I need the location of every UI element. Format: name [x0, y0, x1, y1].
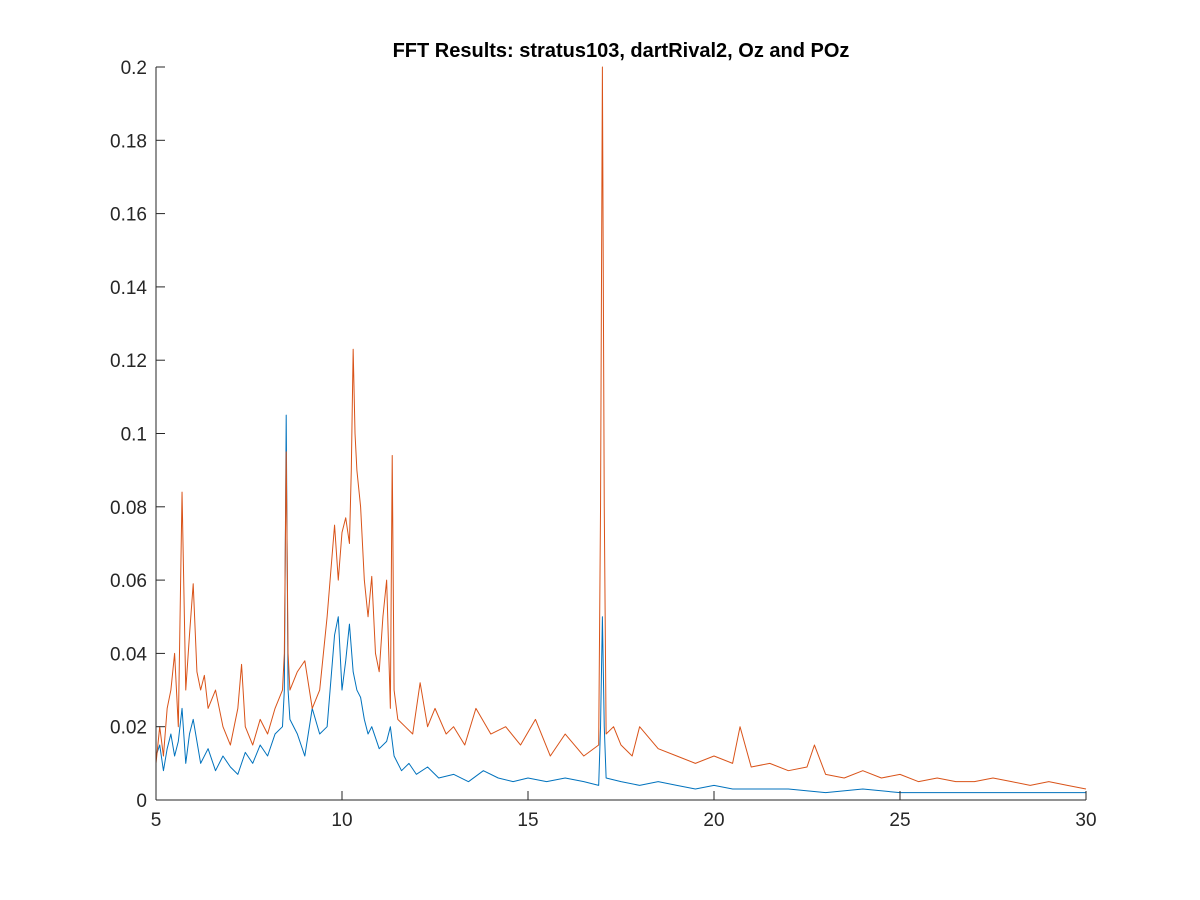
y-tick-label: 0 — [136, 791, 147, 812]
y-tick-label: 0.16 — [110, 205, 147, 226]
y-tick-label: 0.04 — [110, 644, 147, 665]
y-tick-label: 0.06 — [110, 571, 147, 592]
axes-layer: 5 10 15 20 25 30 0 0.02 0.04 0.06 0.08 0.1 0.12 0.14 0… — [110, 58, 1097, 831]
x-tick-label: 20 — [703, 810, 724, 831]
series-line-2 — [155, 66, 1087, 790]
y-tick-label: 0.12 — [110, 351, 147, 372]
series-line-1 — [155, 414, 1086, 794]
x-tick-label: 5 — [151, 810, 162, 831]
x-tick-label: 15 — [517, 810, 538, 831]
y-tick-label: 0.08 — [110, 498, 147, 519]
x-tick-label: 10 — [331, 810, 352, 831]
y-tick-label: 0.2 — [121, 58, 147, 79]
y-tick-label: 0.02 — [110, 718, 147, 739]
x-tick-label: 25 — [889, 810, 910, 831]
y-tick-label: 0.1 — [121, 425, 147, 446]
x-tick-label: 30 — [1075, 810, 1096, 831]
y-tick-label: 0.18 — [110, 131, 147, 152]
chart-title: FFT Results: stratus103, dartRival2, Oz … — [393, 40, 850, 62]
y-tick-label: 0.14 — [110, 278, 147, 299]
series-layer — [155, 66, 1087, 794]
